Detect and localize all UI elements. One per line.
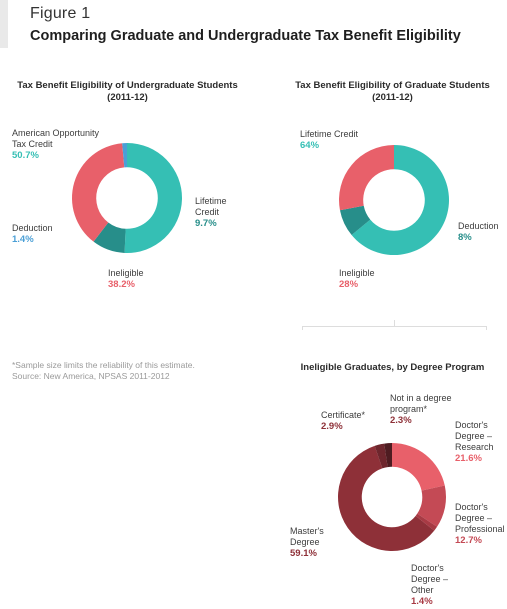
degree-label-professional-line3: Professional: [455, 524, 505, 534]
degree-label-research-line3: Research: [455, 442, 494, 452]
degree-pct-masters: 59.1%: [290, 548, 317, 559]
grad-chart-title: Tax Benefit Eligibility of Graduate Stud…: [280, 80, 505, 104]
undergrad-slice-ineligible: [72, 143, 125, 242]
undergrad-pct-aotc: 50.7%: [12, 150, 39, 161]
undergrad-slice-lifetime-credit: [93, 222, 126, 253]
grad-slice-ineligible: [339, 145, 394, 211]
grad-pct-deduction: 8%: [458, 232, 472, 243]
degree-pct-research: 21.6%: [455, 453, 482, 464]
undergrad-label-lifetime-line1: Lifetime: [195, 196, 227, 206]
undergrad-chart-title-line1: Tax Benefit Eligibility of Undergraduate…: [17, 80, 238, 91]
footnote-source: Source: New America, NPSAS 2011-2012: [12, 371, 170, 381]
degree-chart-title-line1: Ineligible Graduates, by Degree Program: [300, 362, 485, 373]
degree-chart-title: Ineligible Graduates, by Degree Program: [280, 362, 505, 374]
degree-label-masters-line2: Degree: [290, 537, 320, 547]
grad-chart-title-line1: Tax Benefit Eligibility of Graduate Stud…: [295, 80, 490, 91]
undergrad-label-aotc: American Opportunity Tax Credit 50.7%: [12, 128, 99, 161]
grad-donut-chart: [339, 145, 449, 255]
undergrad-label-ineligible: Ineligible 38.2%: [108, 268, 144, 290]
grad-label-deduction: Deduction 8%: [458, 221, 499, 243]
grad-pct-lifetime: 64%: [300, 140, 320, 151]
degree-label-research-line1: Doctor's: [455, 420, 488, 430]
connector-horizontal: [302, 326, 487, 327]
degree-label-masters-line1: Master's: [290, 526, 324, 536]
grad-label-lifetime-line1: Lifetime Credit: [300, 129, 359, 139]
degree-label-research-line2: Degree –: [455, 431, 493, 441]
degree-slice-doctor-s-degree-professional: [417, 485, 446, 527]
grad-slice-deduction: [339, 205, 371, 236]
undergrad-label-deduction-line1: Deduction: [12, 223, 53, 233]
degree-label-masters: Master's Degree 59.1%: [290, 526, 324, 559]
figure-label: Figure 1: [30, 5, 91, 22]
grad-slice-lifetime-credit: [351, 145, 449, 255]
figure-title: Comparing Graduate and Undergraduate Tax…: [30, 28, 461, 44]
degree-label-not-in-program-line1: Not in a degree: [390, 393, 452, 403]
undergrad-pct-deduction: 1.4%: [12, 234, 34, 245]
connector-right-tick: [486, 326, 487, 330]
degree-slice-doctor-s-degree-other: [415, 513, 438, 531]
degree-label-certificate-line1: Certificate*: [321, 410, 366, 420]
grad-chart-title-line2: (2011-12): [372, 92, 413, 103]
undergrad-label-lifetime: Lifetime Credit 9.7%: [195, 196, 227, 229]
degree-pct-certificate: 2.9%: [321, 421, 343, 432]
degree-label-not-in-program-line2: program*: [390, 404, 428, 414]
degree-label-professional-line2: Degree –: [455, 513, 493, 523]
degree-pct-not-in-program: 2.3%: [390, 415, 412, 426]
undergrad-label-lifetime-line2: Credit: [195, 207, 220, 217]
degree-pct-professional: 12.7%: [455, 535, 482, 546]
undergrad-pct-ineligible: 38.2%: [108, 279, 135, 290]
degree-donut-chart: [338, 443, 446, 551]
header-accent-bar: [0, 0, 8, 48]
degree-label-other-line3: Other: [411, 585, 434, 595]
grad-label-lifetime: Lifetime Credit 64%: [300, 129, 358, 151]
undergrad-pct-lifetime: 9.7%: [195, 218, 217, 229]
degree-pct-other: 1.4%: [411, 596, 433, 607]
undergrad-label-aotc-line1: American Opportunity: [12, 128, 100, 138]
undergrad-label-ineligible-line1: Ineligible: [108, 268, 144, 278]
connector-left-tick: [302, 326, 303, 330]
undergrad-slice-deduction: [122, 143, 127, 168]
degree-slice-not-in-a-degree-program: [384, 443, 392, 468]
degree-slice-master-s-degree: [338, 445, 435, 551]
undergrad-label-deduction: Deduction 1.4%: [12, 223, 53, 245]
degree-label-other-line1: Doctor's: [411, 563, 444, 573]
degree-label-professional: Doctor's Degree – Professional 12.7%: [455, 502, 505, 546]
grad-label-deduction-line1: Deduction: [458, 221, 499, 231]
footnote: *Sample size limits the reliability of t…: [12, 360, 195, 382]
connector-vertical: [394, 320, 395, 326]
undergrad-slice-american-opportunity-tax-credit: [124, 143, 183, 253]
degree-label-certificate: Certificate* 2.9%: [321, 410, 365, 432]
footnote-sample: *Sample size limits the reliability of t…: [12, 360, 195, 370]
degree-label-other-line2: Degree –: [411, 574, 449, 584]
degree-label-other: Doctor's Degree – Other 1.4%: [411, 563, 448, 607]
degree-label-research: Doctor's Degree – Research 21.6%: [455, 420, 494, 464]
degree-slice-doctor-s-degree-research: [392, 443, 445, 491]
degree-slice-certificate: [374, 443, 388, 469]
undergrad-chart-title: Tax Benefit Eligibility of Undergraduate…: [0, 80, 255, 104]
undergrad-label-aotc-line2: Tax Credit: [12, 139, 53, 149]
degree-label-not-in-program: Not in a degree program* 2.3%: [390, 393, 452, 426]
undergrad-chart-title-line2: (2011-12): [107, 92, 148, 103]
grad-pct-ineligible: 28%: [339, 279, 359, 290]
degree-label-professional-line1: Doctor's: [455, 502, 488, 512]
undergrad-donut-chart: [72, 143, 183, 253]
grad-label-ineligible: Ineligible 28%: [339, 268, 375, 290]
grad-label-ineligible-line1: Ineligible: [339, 268, 375, 278]
